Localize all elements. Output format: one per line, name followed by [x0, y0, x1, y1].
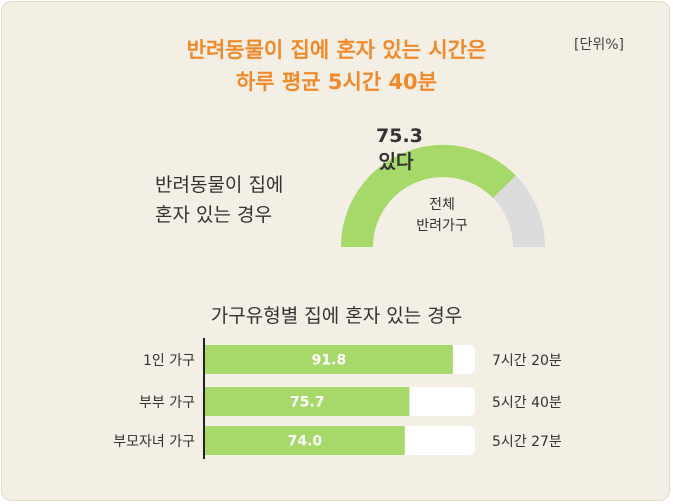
bar-time-annotation: 7시간 20분: [492, 353, 562, 369]
bar-category-label: 부모자녀 가구: [113, 434, 195, 450]
gauge-label: 반려동물이 집에 혼자 있는 경우: [155, 170, 283, 230]
gauge-chart: [341, 145, 545, 248]
gauge-value-arc: [341, 145, 516, 248]
chart-title: 반려동물이 집에 혼자 있는 시간은 하루 평균 5시간 40분: [0, 34, 673, 98]
bar-chart-title: 가구유형별 집에 혼자 있는 경우: [210, 305, 463, 327]
gauge-value-number: 75.3: [376, 125, 423, 147]
bar-category-label: 부부 가구: [139, 395, 195, 411]
gauge-center-line-2: 반려가구: [416, 218, 468, 234]
title-line-1: 반려동물이 집에 혼자 있는 시간은: [186, 38, 487, 62]
gauge-center-line-1: 전체: [429, 197, 455, 213]
bar-time-annotation: 5시간 40분: [492, 395, 562, 411]
unit-label: [단위%]: [574, 37, 624, 53]
bar-category-label: 1인 가구: [143, 353, 195, 369]
gauge-value-sub: 있다: [378, 151, 414, 173]
gauge-value: 75.3 있다: [376, 123, 423, 175]
gauge-center-label: 전체 반려가구: [392, 195, 492, 237]
title-line-2: 하루 평균 5시간 40분: [235, 70, 437, 94]
bar-time-annotation: 5시간 27분: [492, 434, 562, 450]
gauge-label-line-2: 혼자 있는 경우: [155, 204, 272, 226]
gauge-label-line-1: 반려동물이 집에: [155, 174, 284, 196]
